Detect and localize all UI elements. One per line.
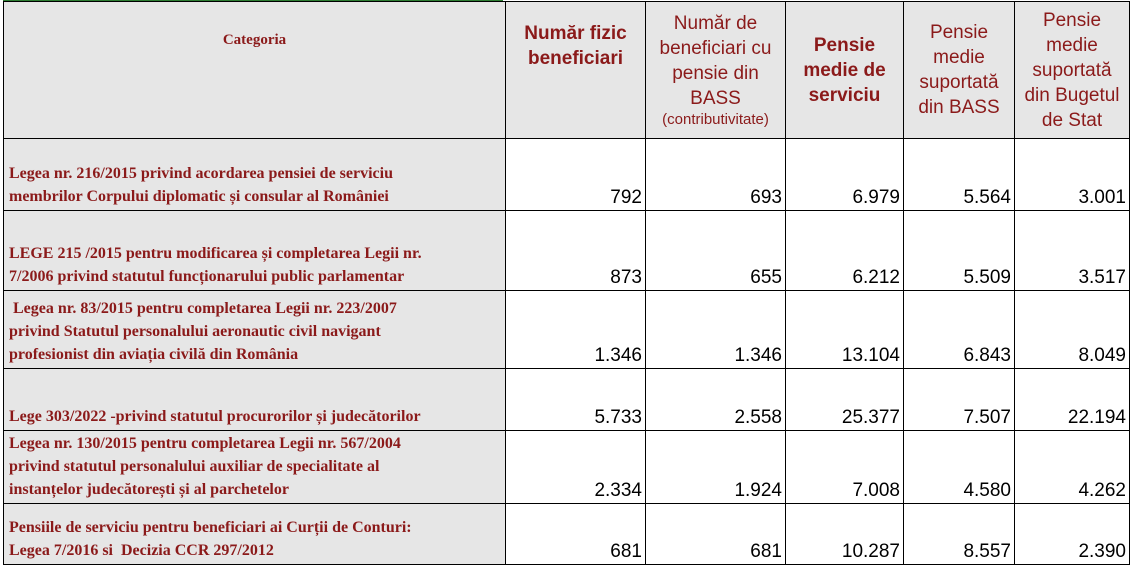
header-line: Pensie — [929, 22, 989, 43]
pensie-buget-cell: 3.001 — [1014, 138, 1130, 211]
header-pensie-buget: Pensie medie suportată din Bugetul de St… — [1014, 1, 1130, 139]
category-line: privind Statutul personalului aeronautic… — [9, 323, 381, 340]
category-line: 7/2006 privind statutul funcționarului p… — [9, 268, 405, 285]
pensie-medie-cell: 25.377 — [785, 368, 904, 431]
numar-fizic-cell: 873 — [505, 210, 646, 291]
header-line: Număr de — [673, 13, 758, 34]
category-cell: Pensiile de serviciu pentru beneficiari … — [3, 503, 506, 565]
header-numar-fizic: Număr fizic beneficiari — [505, 1, 646, 139]
table-row: Legea nr. 83/2015 pentru completarea Leg… — [3, 290, 1130, 369]
category-line: instanțelor judecătorești și al parchete… — [9, 481, 289, 498]
header-subline: (contributivitate) — [662, 111, 769, 128]
header-line: suportată — [1032, 59, 1112, 81]
pensie-bass-cell: 7.507 — [903, 368, 1015, 431]
numar-bass-cell: 681 — [645, 503, 786, 565]
header-line: beneficiari cu — [659, 38, 772, 59]
category-line: privind statutul personalului auxiliar d… — [9, 458, 380, 475]
header-line: suportată — [919, 72, 999, 93]
header-line: medie — [933, 47, 985, 68]
numar-fizic-cell: 1.346 — [505, 290, 646, 369]
pensie-bass-cell: 5.564 — [903, 138, 1015, 211]
header-pensie-medie: Pensie medie de serviciu — [785, 1, 904, 139]
category-line: Lege 303/2022 -privind statutul procuror… — [9, 408, 421, 425]
pensie-bass-cell: 8.557 — [903, 503, 1015, 565]
pensie-bass-cell: 5.509 — [903, 210, 1015, 291]
pensie-buget-cell: 8.049 — [1014, 290, 1130, 369]
header-line: Pensie — [813, 34, 876, 56]
pensie-medie-cell: 6.979 — [785, 138, 904, 211]
pensie-buget-cell: 22.194 — [1014, 368, 1130, 431]
header-line: Pensie — [1042, 9, 1102, 31]
numar-bass-cell: 655 — [645, 210, 786, 291]
category-line: Legea 7/2016 si Decizia CCR 297/2012 — [9, 542, 274, 559]
category-cell: LEGE 215 /2015 pentru modificarea și com… — [3, 210, 506, 291]
pensie-buget-cell: 2.390 — [1014, 503, 1130, 565]
pensie-buget-cell: 4.262 — [1014, 430, 1130, 504]
category-cell: Legea nr. 130/2015 pentru completarea Le… — [3, 430, 506, 504]
header-line: serviciu — [808, 84, 881, 106]
header-line: pensie din — [672, 63, 759, 84]
header-line: din Bugetul — [1024, 84, 1120, 106]
numar-bass-cell: 1.346 — [645, 290, 786, 369]
header-row: Categoria Număr fizic beneficiari Număr … — [3, 1, 1130, 139]
table-row: Lege 303/2022 -privind statutul procuror… — [3, 368, 1130, 431]
pensie-bass-cell: 4.580 — [903, 430, 1015, 504]
pensions-table: Categoria Număr fizic beneficiari Număr … — [3, 1, 1130, 565]
category-cell: Legea nr. 216/2015 privind acordarea pen… — [3, 138, 506, 211]
header-line: de Stat — [1041, 109, 1103, 131]
category-cell: Legea nr. 83/2015 pentru completarea Leg… — [3, 290, 506, 369]
category-line: Pensiile de serviciu pentru beneficiari … — [9, 519, 412, 536]
numar-fizic-cell: 792 — [505, 138, 646, 211]
header-categoria: Categoria — [3, 1, 506, 139]
category-cell: Lege 303/2022 -privind statutul procuror… — [3, 368, 506, 431]
table-row: LEGE 215 /2015 pentru modificarea și com… — [3, 210, 1130, 291]
header-line: Număr fizic — [524, 23, 627, 44]
numar-fizic-cell: 681 — [505, 503, 646, 565]
category-line: membrilor Corpului diplomatic și consula… — [9, 188, 389, 205]
header-line: medie de — [803, 59, 886, 81]
numar-bass-cell: 2.558 — [645, 368, 786, 431]
category-line: Legea nr. 130/2015 pentru completarea Le… — [9, 435, 401, 452]
header-line: din BASS — [918, 97, 1000, 118]
category-line: Legea nr. 83/2015 pentru completarea Leg… — [9, 300, 397, 317]
pensie-medie-cell: 7.008 — [785, 430, 904, 504]
numar-fizic-cell: 2.334 — [505, 430, 646, 504]
pensie-buget-cell: 3.517 — [1014, 210, 1130, 291]
table-row: Legea nr. 216/2015 privind acordarea pen… — [3, 138, 1130, 211]
header-pensie-bass: Pensie medie suportată din BASS — [903, 1, 1015, 139]
pensie-medie-cell: 6.212 — [785, 210, 904, 291]
numar-bass-cell: 1.924 — [645, 430, 786, 504]
pensie-medie-cell: 13.104 — [785, 290, 904, 369]
pensie-medie-cell: 10.287 — [785, 503, 904, 565]
pensie-bass-cell: 6.843 — [903, 290, 1015, 369]
category-line: profesionist din aviația civilă din Româ… — [9, 346, 299, 363]
header-line: medie — [1046, 34, 1098, 56]
numar-fizic-cell: 5.733 — [505, 368, 646, 431]
header-line: BASS — [690, 88, 741, 109]
category-line: Legea nr. 216/2015 privind acordarea pen… — [9, 165, 393, 182]
table-row: Pensiile de serviciu pentru beneficiari … — [3, 503, 1130, 565]
numar-bass-cell: 693 — [645, 138, 786, 211]
header-numar-bass: Număr de beneficiari cu pensie din BASS … — [645, 1, 786, 139]
category-line: LEGE 215 /2015 pentru modificarea și com… — [9, 245, 422, 262]
header-line: beneficiari — [527, 48, 624, 69]
table-row: Legea nr. 130/2015 pentru completarea Le… — [3, 430, 1130, 504]
